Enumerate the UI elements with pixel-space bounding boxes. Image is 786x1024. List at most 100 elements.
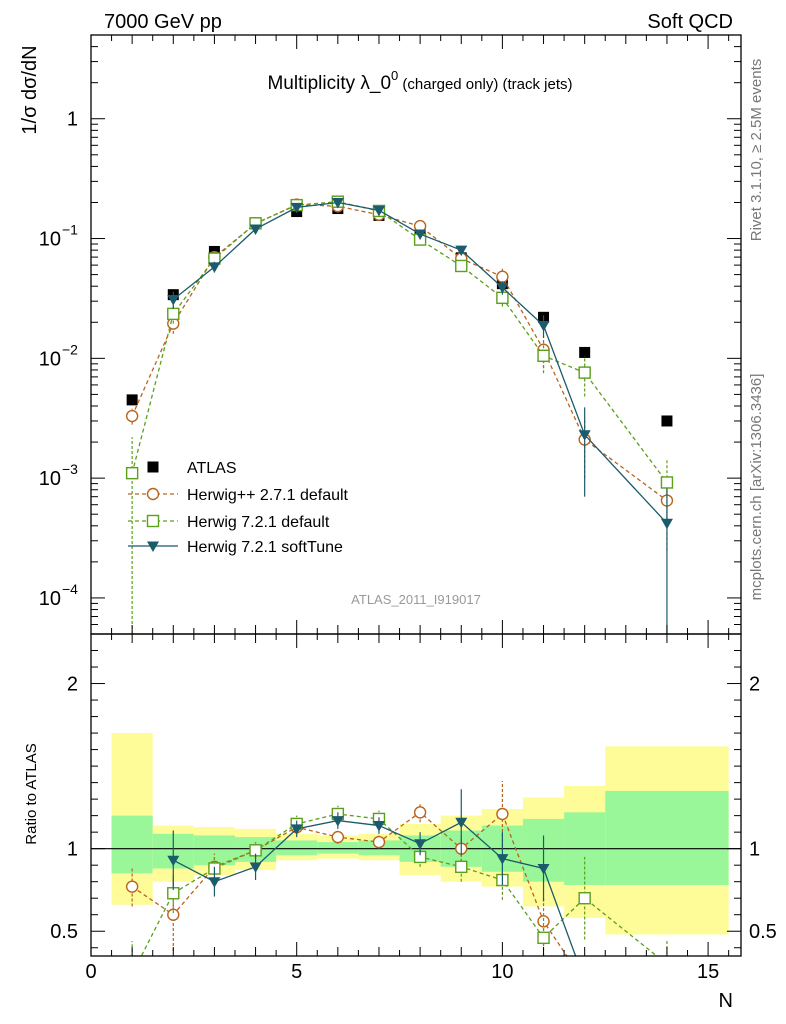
header-category: Soft QCD bbox=[647, 11, 733, 33]
ratio-point bbox=[167, 855, 180, 867]
data-point bbox=[414, 229, 427, 241]
ratio-series-layer bbox=[125, 780, 673, 997]
data-point bbox=[125, 409, 139, 423]
ratio-series-softtune bbox=[167, 789, 673, 997]
y-tick-label: 10 bbox=[39, 229, 61, 251]
mcplots-label: mcplots.cern.ch [arXiv:1306.3436] bbox=[748, 374, 765, 601]
legend-marker bbox=[146, 487, 160, 501]
y-tick-exponent: −3 bbox=[62, 461, 78, 477]
data-point bbox=[167, 294, 180, 306]
ratio-point bbox=[579, 976, 591, 987]
ratio-point bbox=[208, 877, 221, 888]
ratio-uncertainty-bands bbox=[91, 733, 741, 935]
y-tick-exponent: −1 bbox=[62, 222, 78, 238]
data-point bbox=[537, 320, 550, 332]
data-point bbox=[660, 518, 673, 530]
data-point bbox=[579, 346, 591, 358]
data-point bbox=[578, 430, 591, 441]
x-tick-label: 10 bbox=[491, 961, 513, 983]
data-point bbox=[208, 262, 221, 273]
ratio-y-tick-label-right: 2 bbox=[749, 674, 760, 696]
legend-label: Herwig++ 2.7.1 default bbox=[187, 487, 349, 504]
ratio-point bbox=[537, 931, 550, 945]
legend-label: Herwig 7.2.1 softTune bbox=[187, 539, 343, 556]
data-point bbox=[496, 270, 509, 283]
x-tick-label: 5 bbox=[291, 961, 302, 983]
series-softtune bbox=[167, 197, 673, 634]
ratio-point bbox=[661, 986, 673, 997]
y-tick-label: 1 bbox=[67, 109, 78, 131]
ratio-point bbox=[455, 860, 468, 874]
series-atlas bbox=[126, 203, 673, 427]
ratio-y-tick-label-right: 1 bbox=[749, 839, 760, 861]
title-main: Multiplicity λ_0 bbox=[267, 73, 391, 94]
axes-layer: 110 −110 −210 −310 −40 5 10 152 21 10.5 0.5 bbox=[39, 34, 777, 983]
ratio-point bbox=[167, 908, 180, 921]
ratio-point bbox=[661, 975, 672, 986]
series-herwig721 bbox=[125, 195, 674, 634]
ratio-ylabel: Ratio to ATLAS bbox=[23, 743, 40, 844]
ratio-y-tick-label: 1 bbox=[67, 839, 78, 861]
ratio-point bbox=[414, 839, 427, 850]
data-point bbox=[455, 259, 468, 273]
ratio-point bbox=[661, 959, 672, 970]
title-superscript: 0 bbox=[391, 68, 398, 83]
x-tick-label: 15 bbox=[697, 961, 719, 983]
data-point bbox=[660, 476, 674, 489]
band-inner bbox=[111, 815, 153, 874]
ratio-y-tick-label-right: 0.5 bbox=[749, 921, 777, 943]
data-point bbox=[455, 245, 468, 257]
y-tick-exponent: −2 bbox=[62, 341, 78, 357]
band-inner bbox=[276, 840, 318, 856]
ratio-point bbox=[537, 863, 550, 875]
series-line bbox=[172, 201, 668, 524]
ratio-point bbox=[372, 821, 385, 832]
data-point bbox=[661, 415, 673, 427]
ratio-line bbox=[172, 819, 577, 956]
ratio-point bbox=[413, 806, 427, 819]
ratio-frame bbox=[90, 633, 742, 957]
ratio-point bbox=[127, 969, 138, 980]
y-tick-label: 10 bbox=[39, 588, 61, 610]
title-subtext: (charged only) (track jets) bbox=[398, 76, 572, 93]
ratio-point bbox=[496, 854, 509, 865]
analysis-watermark: ATLAS_2011_I919017 bbox=[351, 592, 481, 607]
band-inner bbox=[193, 835, 235, 866]
data-point bbox=[537, 349, 550, 362]
main-series-layer bbox=[125, 195, 674, 634]
ratio-point bbox=[372, 835, 386, 849]
main-ylabel: 1/σ dσ/dN bbox=[19, 45, 41, 134]
ratio-point bbox=[455, 817, 468, 829]
band-inner bbox=[317, 842, 359, 854]
data-point bbox=[125, 466, 139, 480]
legend: ATLAS Herwig++ 2.7.1 default Herwig 7.2.1 … bbox=[128, 460, 349, 556]
y-tick-label: 10 bbox=[39, 348, 61, 370]
header-energy: 7000 GeV pp bbox=[104, 11, 222, 33]
y-tick-exponent: −4 bbox=[62, 581, 78, 597]
legend-marker bbox=[147, 541, 159, 552]
data-point bbox=[496, 283, 509, 294]
rivet-label: Rivet 3.1.10, ≥ 2.5M events bbox=[748, 59, 765, 242]
legend-marker bbox=[147, 461, 159, 473]
ratio-point bbox=[579, 977, 590, 988]
data-point bbox=[578, 366, 591, 379]
data-point bbox=[290, 202, 303, 214]
data-point bbox=[167, 307, 180, 321]
data-point bbox=[249, 224, 262, 236]
ratio-point bbox=[331, 830, 345, 844]
band-inner bbox=[605, 790, 729, 885]
y-tick-label: 10 bbox=[39, 468, 61, 490]
data-point bbox=[126, 394, 138, 406]
ratio-point bbox=[578, 892, 591, 905]
ratio-y-tick-label: 2 bbox=[67, 674, 78, 696]
legend-label: Herwig 7.2.1 default bbox=[187, 514, 330, 531]
main-title: Multiplicity λ_00 (charged only) (track … bbox=[267, 68, 572, 94]
ratio-point bbox=[331, 816, 344, 827]
ratio-point bbox=[496, 807, 509, 821]
ratio-point bbox=[290, 824, 303, 835]
x-axis-label: N bbox=[719, 990, 733, 1012]
data-point bbox=[331, 197, 344, 209]
x-tick-label: 0 bbox=[85, 961, 96, 983]
legend-label: ATLAS bbox=[187, 460, 237, 477]
ratio-y-tick-label: 0.5 bbox=[50, 921, 78, 943]
